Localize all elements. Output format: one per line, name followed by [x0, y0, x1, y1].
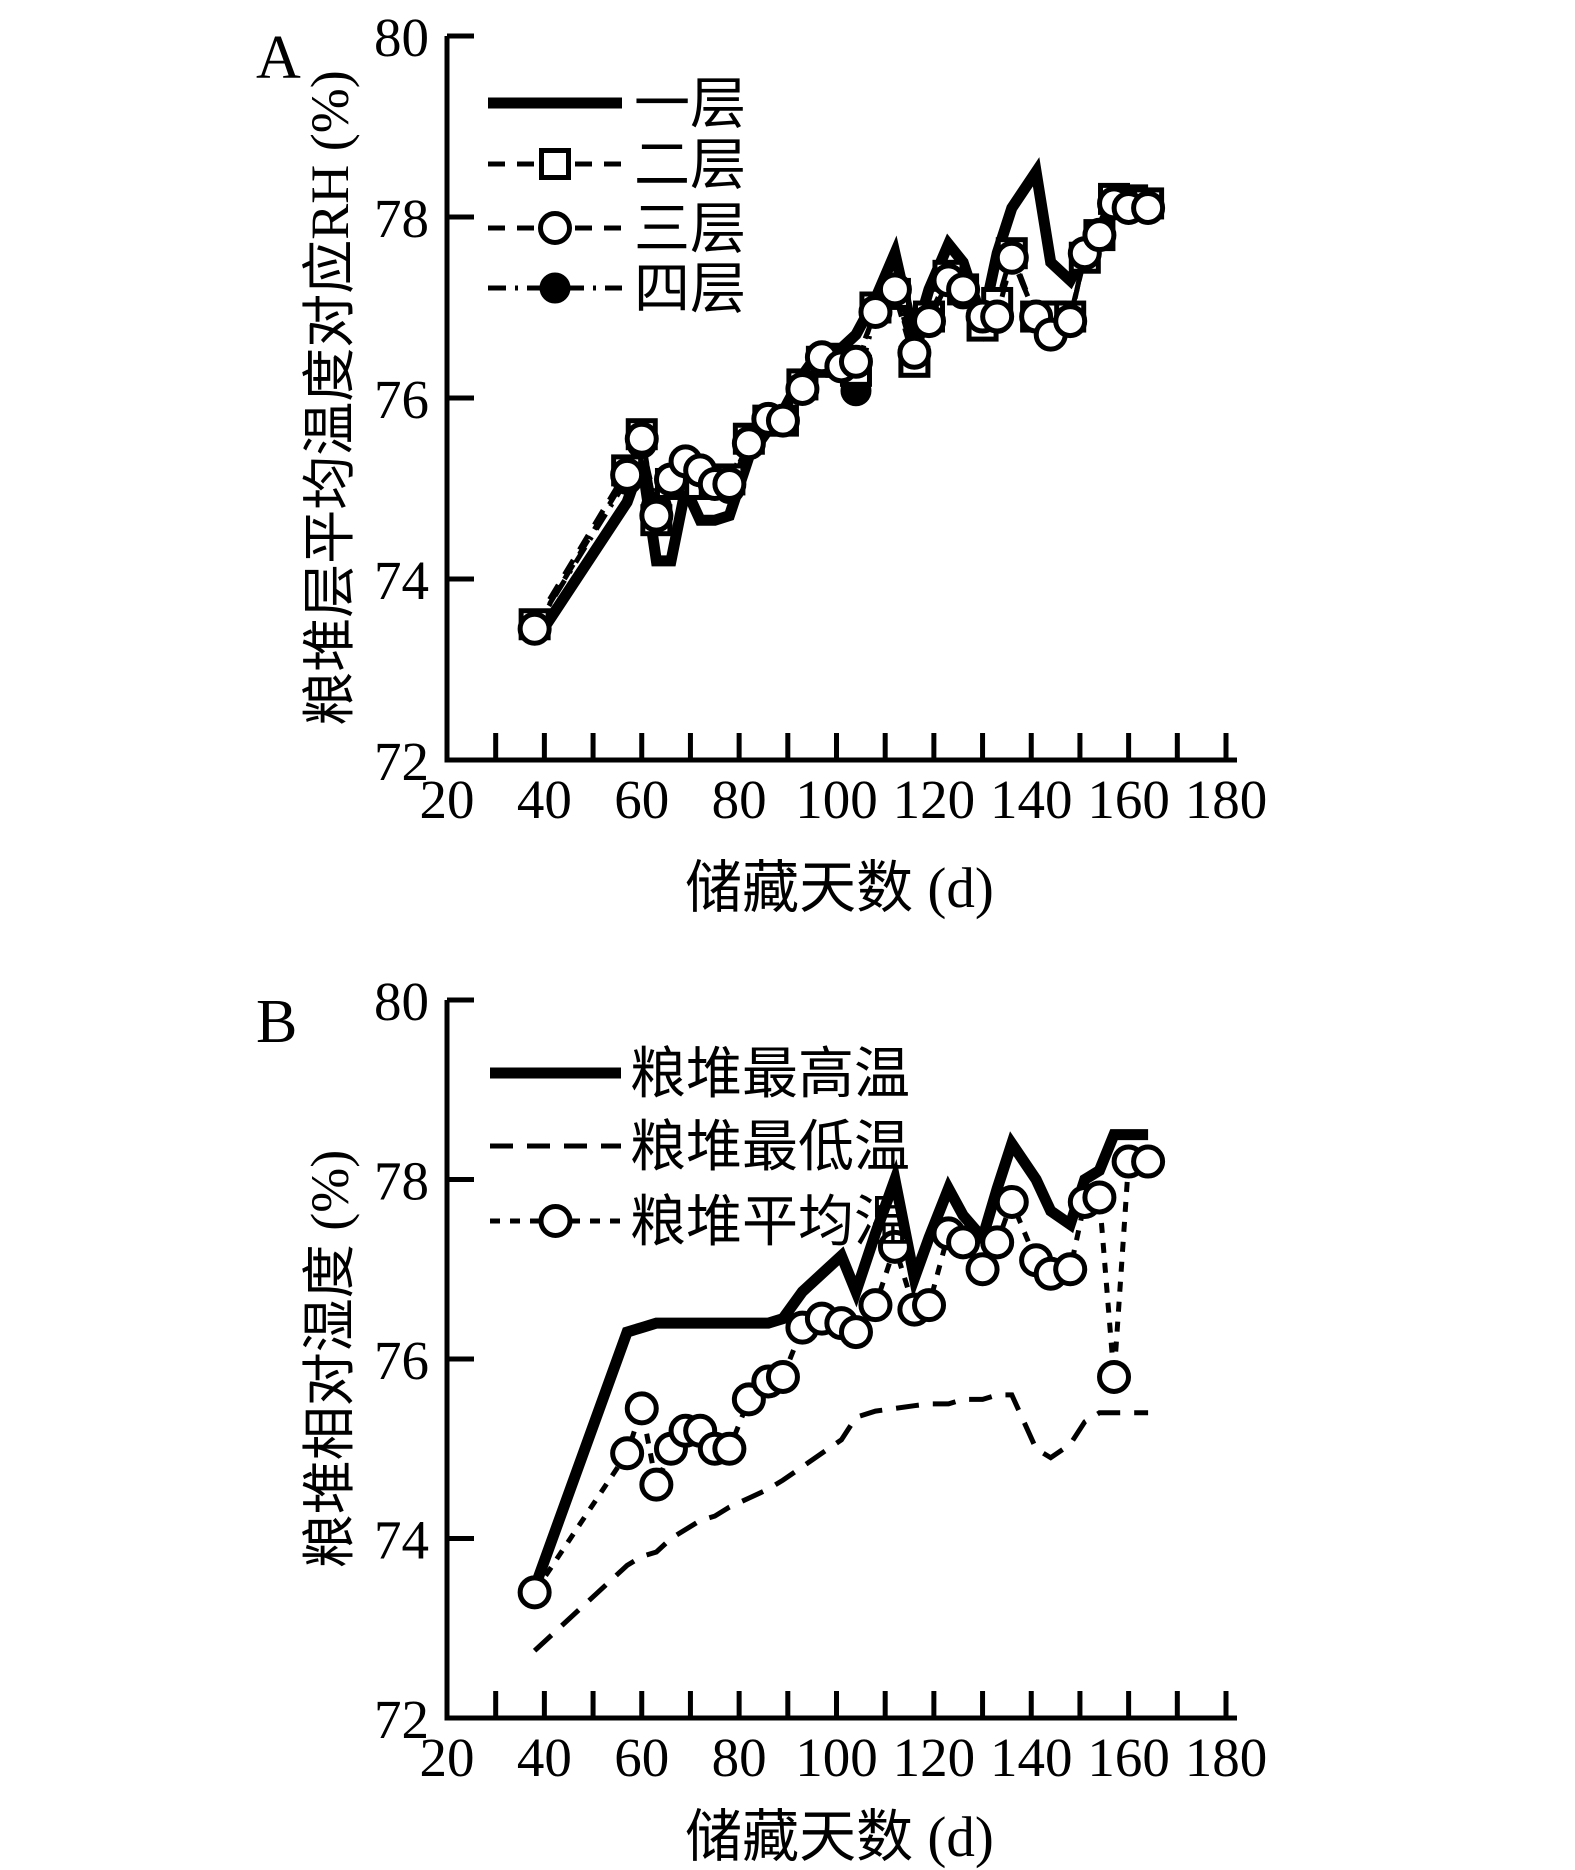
panel-B-series-2-marker: [765, 1359, 800, 1394]
panel-A-series-2-marker: [1082, 218, 1117, 253]
y-axis-title: 粮堆相对湿度 (%): [300, 1150, 360, 1568]
legend-item-label: 粮堆最高温: [630, 1044, 910, 1106]
legend-item-label: 粮堆最低温: [630, 1117, 910, 1179]
panel-B-series-2-marker: [1097, 1359, 1132, 1394]
panel-B-series-2-marker: [517, 1575, 552, 1610]
y-tick-label: 76: [374, 1330, 429, 1391]
panel-A-series-2-marker: [946, 272, 981, 307]
panel-A-series-2-marker: [765, 403, 800, 438]
panel-A-series-2-marker: [877, 272, 912, 307]
x-tick-label: 40: [517, 769, 572, 830]
x-tick-label: 120: [893, 769, 976, 830]
x-tick-label: 80: [712, 1727, 767, 1788]
y-tick-label: 78: [374, 1151, 429, 1212]
x-axis-title: 储藏天数 (d): [685, 857, 994, 920]
panel-B-axes: [444, 1000, 1237, 1721]
panel-B-series-2-marker: [980, 1225, 1015, 1260]
legend-sample-marker: [539, 272, 571, 304]
y-tick-label: 72: [374, 731, 429, 792]
panel-A-series-2-marker: [712, 466, 747, 501]
x-tick-label: 160: [1087, 1727, 1170, 1788]
panel-A-series-2-marker: [1053, 304, 1088, 339]
legend-item-label: 一层: [634, 74, 746, 136]
x-tick-label: 100: [795, 769, 878, 830]
panel-label: B: [256, 988, 297, 1056]
y-tick-label: 72: [374, 1689, 429, 1750]
panel-B-series-2-marker: [946, 1225, 981, 1260]
x-tick-label: 180: [1185, 1727, 1268, 1788]
x-axis-title: 储藏天数 (d): [685, 1806, 994, 1869]
x-tick-label: 60: [614, 769, 669, 830]
panel-A-series-2-marker: [980, 299, 1015, 334]
y-tick-label: 76: [374, 369, 429, 430]
panel-A-series-2-marker: [838, 344, 873, 379]
panel-B-series-2-marker: [610, 1436, 645, 1471]
x-tick-label: 160: [1087, 769, 1170, 830]
panel-B-series-2-marker: [712, 1431, 747, 1466]
panel-B-series-2-marker: [639, 1467, 674, 1502]
legend-item-label: 二层: [634, 135, 746, 197]
y-tick-label: 80: [374, 971, 429, 1032]
legend-sample-marker: [538, 1204, 573, 1238]
legend-sample-marker: [539, 148, 571, 180]
x-tick-label: 20: [420, 769, 475, 830]
legend-item-label: 粮堆平均温: [630, 1192, 910, 1254]
legend-item-label: 四层: [634, 259, 746, 321]
panel-A-series-2-marker: [785, 371, 820, 406]
y-axis-title: 粮堆层平均温度对应RH (%): [300, 70, 360, 725]
panel-B-series-2-marker: [877, 1229, 912, 1264]
panel-B-series-2-marker: [912, 1288, 947, 1323]
panel-B-series-0-line: [529, 1129, 1149, 1590]
x-tick-label: 100: [795, 1727, 878, 1788]
y-tick-label: 78: [374, 188, 429, 249]
y-tick-label: 74: [374, 550, 429, 611]
panel-B-series-1-line: [532, 1392, 1149, 1653]
x-tick-label: 80: [712, 769, 767, 830]
panel-label: A: [256, 24, 301, 92]
legend-item-label: 三层: [634, 199, 746, 261]
panel-A-series-2-marker: [912, 304, 947, 339]
panel-A-series-2-marker: [858, 295, 893, 330]
panel-A-series-2-marker: [994, 240, 1029, 275]
panel-B-series-2-marker: [1053, 1252, 1088, 1287]
y-tick-label: 74: [374, 1510, 429, 1571]
x-tick-label: 140: [990, 769, 1073, 830]
y-tick-label: 80: [374, 7, 429, 68]
panel-B-series-2-marker: [1131, 1144, 1166, 1179]
panel-A-series-2-marker: [639, 498, 674, 533]
panel-B-series-2-marker: [858, 1288, 893, 1323]
panel-B-series-2-marker: [838, 1315, 873, 1350]
panel-A-series-2-marker: [610, 457, 645, 492]
x-tick-label: 180: [1185, 769, 1268, 830]
x-tick-label: 140: [990, 1727, 1073, 1788]
panel-B-series-2-marker: [965, 1252, 1000, 1287]
panel-B-series-2-marker: [624, 1391, 659, 1426]
legend-sample-marker: [538, 211, 572, 245]
panel-B-series-2-marker: [994, 1184, 1029, 1219]
panel-A-series-2-marker: [624, 421, 659, 456]
panel-A-series-2-marker: [731, 426, 766, 461]
x-tick-label: 20: [420, 1727, 475, 1788]
x-tick-label: 40: [517, 1727, 572, 1788]
panel-A-axes: [444, 36, 1237, 763]
panel-A-series-2-marker: [897, 335, 932, 370]
panel-A-series-2-marker: [1131, 190, 1166, 225]
panel-B-series-2-marker: [1082, 1180, 1117, 1215]
x-tick-label: 120: [893, 1727, 976, 1788]
panel-A-series-0-line: [530, 157, 1149, 646]
panel-A-series-2-marker: [517, 611, 552, 646]
x-tick-label: 60: [614, 1727, 669, 1788]
